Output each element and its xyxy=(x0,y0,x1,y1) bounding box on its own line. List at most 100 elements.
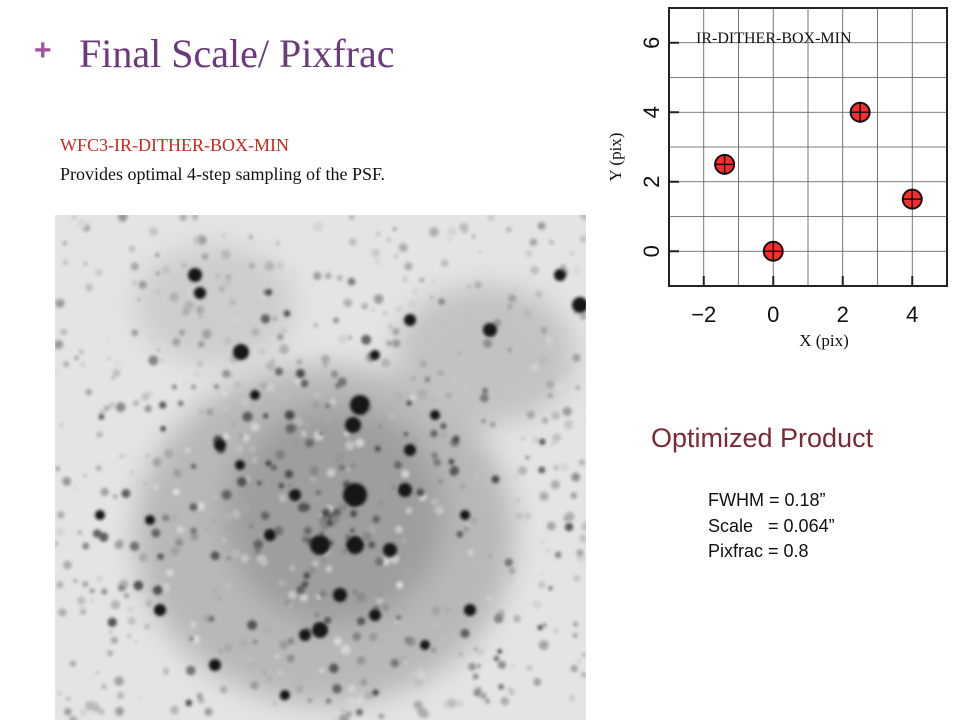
faint-source xyxy=(545,336,553,344)
faint-source xyxy=(114,676,124,686)
faint-source xyxy=(226,522,237,532)
star xyxy=(208,616,215,622)
faint-source xyxy=(118,215,128,222)
faint-source xyxy=(410,435,420,446)
faint-source xyxy=(361,302,368,310)
faint-source xyxy=(110,600,121,610)
star xyxy=(260,314,271,324)
faint-source xyxy=(418,667,423,673)
faint-source xyxy=(80,362,85,367)
star xyxy=(157,553,164,560)
star xyxy=(554,551,562,559)
faint-source xyxy=(264,261,275,271)
faint-source xyxy=(375,231,381,237)
faint-source xyxy=(525,250,533,258)
faint-source xyxy=(119,453,125,459)
faint-source xyxy=(214,273,222,280)
faint-source xyxy=(338,713,349,720)
faint-source xyxy=(149,227,158,237)
faint-source xyxy=(492,318,502,328)
bright-star xyxy=(312,622,328,638)
faint-source xyxy=(131,329,138,337)
faint-source xyxy=(553,628,559,634)
faint-source xyxy=(340,682,344,686)
faint-source xyxy=(468,662,477,671)
star xyxy=(162,514,170,522)
bright-star xyxy=(345,417,361,433)
faint-source xyxy=(229,299,236,306)
faint-source xyxy=(312,494,321,502)
faint-source xyxy=(98,409,106,417)
star xyxy=(273,526,284,536)
faint-source xyxy=(414,410,421,418)
dither-point-marker xyxy=(901,188,923,210)
faint-source xyxy=(248,445,257,453)
faint-source xyxy=(129,469,136,476)
star xyxy=(148,355,159,366)
faint-source xyxy=(173,469,182,478)
faint-source xyxy=(172,478,180,486)
bright-star xyxy=(370,350,380,360)
faint-source xyxy=(312,560,319,567)
star xyxy=(177,400,184,407)
faint-source xyxy=(133,400,139,406)
faint-source xyxy=(152,457,162,467)
star xyxy=(538,466,546,474)
faint-source xyxy=(172,515,178,521)
star xyxy=(82,542,90,550)
star xyxy=(424,376,431,383)
faint-source xyxy=(381,358,391,368)
star xyxy=(284,470,294,479)
faint-source xyxy=(96,576,103,582)
faint-source xyxy=(302,615,307,621)
faint-source xyxy=(132,280,137,285)
faint-source xyxy=(275,240,281,246)
faint-source xyxy=(219,685,228,694)
star xyxy=(296,585,305,594)
faint-source xyxy=(580,522,586,531)
star xyxy=(303,572,311,579)
faint-source xyxy=(392,339,401,348)
faint-source xyxy=(77,219,87,229)
star xyxy=(222,369,231,378)
faint-source xyxy=(181,307,190,316)
faint-source xyxy=(446,698,457,708)
star xyxy=(319,531,325,536)
faint-source xyxy=(270,358,275,363)
faint-source xyxy=(128,245,136,253)
faint-source xyxy=(248,235,253,239)
pixfrac-line: Pixfrac = 0.8 xyxy=(708,541,809,561)
bright-star xyxy=(369,609,381,621)
faint-source xyxy=(77,717,81,720)
faint-source xyxy=(381,557,390,566)
star xyxy=(186,665,196,676)
faint-source xyxy=(340,644,351,655)
star xyxy=(265,288,273,296)
faint-source xyxy=(239,434,244,439)
star xyxy=(101,588,108,595)
faint-source xyxy=(59,423,64,427)
star xyxy=(321,558,326,563)
faint-source xyxy=(431,278,437,284)
faint-source xyxy=(64,707,72,716)
faint-source xyxy=(155,261,162,268)
faint-source xyxy=(107,650,114,657)
faint-source xyxy=(179,215,188,222)
faint-source xyxy=(218,286,225,292)
star xyxy=(152,585,163,595)
faint-source xyxy=(193,237,200,244)
faint-source xyxy=(199,410,204,414)
faint-source xyxy=(562,363,571,373)
faint-source xyxy=(276,333,284,341)
faint-source xyxy=(497,546,501,550)
faint-source xyxy=(371,308,375,312)
faint-source xyxy=(155,290,161,295)
star xyxy=(437,478,443,485)
faint-source xyxy=(539,491,549,502)
faint-source xyxy=(138,280,147,289)
faint-source xyxy=(62,241,67,246)
faint-source xyxy=(411,376,416,381)
faint-source xyxy=(107,339,111,343)
faint-source xyxy=(82,581,89,588)
star xyxy=(190,527,197,535)
